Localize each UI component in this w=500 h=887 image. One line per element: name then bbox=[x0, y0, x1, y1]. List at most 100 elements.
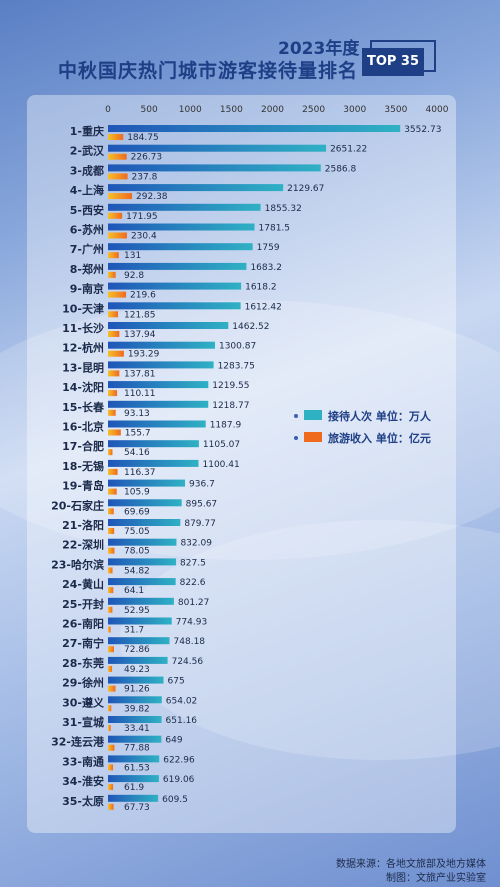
visitors-bar bbox=[108, 538, 177, 546]
chart-panel bbox=[27, 95, 456, 833]
visitors-value-label: 832.09 bbox=[180, 539, 212, 549]
visitors-value-label: 609.5 bbox=[162, 795, 188, 805]
visitors-value-label: 879.77 bbox=[184, 519, 216, 529]
city-label: 12-杭州 bbox=[62, 341, 104, 355]
visitors-bar bbox=[108, 400, 209, 408]
visitors-bar bbox=[108, 282, 242, 290]
revenue-value-label: 91.26 bbox=[124, 685, 150, 695]
visitors-bar bbox=[108, 184, 284, 192]
revenue-bar bbox=[108, 232, 127, 239]
visitors-value-label: 654.02 bbox=[166, 696, 198, 706]
revenue-bar bbox=[108, 725, 111, 731]
city-label: 10-天津 bbox=[62, 301, 104, 315]
visitors-value-label: 1612.42 bbox=[245, 302, 282, 312]
revenue-bar bbox=[108, 547, 115, 554]
legend-dot bbox=[294, 436, 298, 440]
revenue-bar bbox=[108, 291, 127, 298]
revenue-value-label: 92.8 bbox=[124, 271, 144, 281]
visitors-bar bbox=[108, 499, 182, 507]
revenue-value-label: 78.05 bbox=[124, 547, 150, 557]
city-label: 27-南宁 bbox=[62, 636, 104, 650]
visitors-bar bbox=[108, 558, 177, 566]
visitors-bar bbox=[108, 479, 186, 487]
city-label: 32-连云港 bbox=[51, 735, 105, 749]
revenue-bar bbox=[108, 193, 133, 200]
visitors-bar bbox=[108, 637, 170, 645]
revenue-value-label: 292.38 bbox=[136, 192, 168, 202]
revenue-value-label: 69.69 bbox=[124, 507, 150, 517]
visitors-bar bbox=[108, 223, 255, 231]
visitors-bar bbox=[108, 775, 159, 783]
legend-dot bbox=[294, 414, 298, 418]
revenue-bar bbox=[108, 764, 114, 771]
page-title: 中秋国庆热门城市游客接待量排名 bbox=[58, 60, 359, 82]
legend-swatch-visitors bbox=[304, 410, 322, 420]
visitors-value-label: 1300.87 bbox=[219, 342, 256, 352]
revenue-value-label: 155.7 bbox=[125, 429, 151, 439]
legend-label: 接待人次 单位：万人 bbox=[328, 409, 432, 423]
visitors-bar bbox=[108, 696, 162, 704]
visitors-value-label: 1781.5 bbox=[259, 224, 291, 234]
visitors-bar bbox=[108, 144, 327, 152]
revenue-bar bbox=[108, 134, 124, 140]
revenue-bar bbox=[108, 212, 123, 219]
revenue-bar bbox=[108, 606, 113, 613]
visitors-value-label: 1283.75 bbox=[218, 361, 255, 371]
city-label: 19-青岛 bbox=[62, 479, 104, 493]
visitors-value-label: 622.96 bbox=[163, 755, 195, 765]
revenue-bar bbox=[108, 803, 114, 810]
visitors-bar bbox=[108, 302, 241, 310]
revenue-bar bbox=[108, 488, 117, 495]
revenue-value-label: 237.8 bbox=[132, 172, 158, 182]
city-label: 25-开封 bbox=[62, 597, 104, 611]
city-label: 8-郑州 bbox=[70, 262, 104, 276]
visitors-bar bbox=[108, 676, 164, 684]
revenue-bar bbox=[108, 331, 120, 337]
visitors-bar bbox=[108, 440, 199, 448]
city-label: 2-武汉 bbox=[70, 144, 105, 158]
city-label: 29-徐州 bbox=[62, 676, 104, 690]
revenue-value-label: 105.9 bbox=[124, 488, 150, 498]
visitors-value-label: 936.7 bbox=[189, 480, 215, 490]
visitors-bar bbox=[108, 459, 199, 467]
x-tick-label: 4000 bbox=[426, 105, 449, 115]
visitors-value-label: 2586.8 bbox=[325, 164, 357, 174]
revenue-value-label: 49.23 bbox=[124, 665, 150, 675]
revenue-bar bbox=[108, 252, 119, 259]
revenue-bar bbox=[108, 429, 121, 436]
revenue-value-label: 67.73 bbox=[124, 803, 150, 813]
visitors-value-label: 619.06 bbox=[163, 775, 195, 785]
revenue-bar bbox=[108, 409, 116, 416]
revenue-value-label: 121.85 bbox=[124, 310, 156, 320]
visitors-bar bbox=[108, 341, 215, 349]
revenue-value-label: 226.73 bbox=[131, 153, 163, 163]
city-label: 33-南通 bbox=[62, 754, 104, 768]
revenue-bar bbox=[108, 705, 112, 712]
city-label: 30-遵义 bbox=[62, 695, 105, 709]
revenue-bar bbox=[108, 449, 113, 456]
revenue-value-label: 193.29 bbox=[128, 350, 160, 360]
revenue-value-label: 61.53 bbox=[124, 763, 150, 773]
visitors-value-label: 1462.52 bbox=[232, 322, 269, 332]
revenue-value-label: 54.16 bbox=[124, 448, 150, 458]
revenue-value-label: 64.1 bbox=[124, 586, 144, 596]
x-tick-label: 0 bbox=[105, 105, 111, 115]
x-tick-label: 3500 bbox=[384, 105, 407, 115]
city-label: 35-太原 bbox=[62, 794, 104, 808]
revenue-value-label: 171.95 bbox=[126, 212, 157, 222]
revenue-value-label: 77.88 bbox=[124, 744, 150, 754]
city-label: 11-长沙 bbox=[62, 321, 104, 335]
visitors-bar bbox=[108, 381, 209, 389]
city-label: 22-深圳 bbox=[62, 538, 104, 552]
revenue-bar bbox=[108, 311, 119, 318]
visitors-value-label: 895.67 bbox=[186, 499, 218, 509]
revenue-bar bbox=[108, 350, 124, 357]
visitors-value-label: 1219.55 bbox=[212, 381, 249, 391]
revenue-value-label: 72.86 bbox=[124, 645, 150, 655]
visitors-bar bbox=[108, 125, 401, 132]
city-label: 1-重庆 bbox=[70, 124, 104, 138]
city-label: 7-广州 bbox=[70, 242, 104, 256]
city-label: 23-哈尔滨 bbox=[51, 557, 104, 571]
